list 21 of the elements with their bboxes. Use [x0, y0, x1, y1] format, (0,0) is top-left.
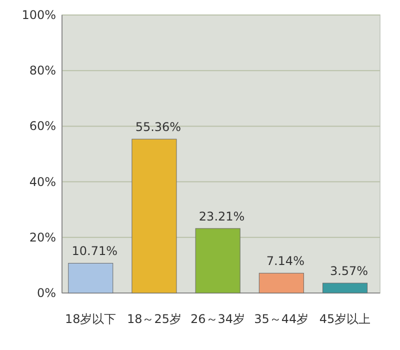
bar — [132, 138, 177, 294]
x-tick-label: 18岁以下 — [64, 312, 116, 326]
x-tick-label: 18～25岁 — [126, 312, 182, 326]
bar — [68, 262, 114, 294]
data-label: 7.14% — [266, 254, 304, 268]
y-tick-label: 60% — [29, 119, 56, 134]
bar — [258, 272, 304, 294]
y-tick-label: 40% — [29, 174, 56, 189]
data-label: 23.21% — [198, 209, 245, 224]
x-tick-label: 26～34岁 — [190, 312, 246, 326]
x-tick-label: 45岁以上 — [319, 312, 371, 326]
x-tick-label: 35～44岁 — [254, 312, 309, 326]
data-label: 55.36% — [135, 120, 182, 134]
y-tick-label: 0% — [36, 286, 56, 300]
data-label: 3.57% — [330, 264, 368, 278]
y-tick-label: 20% — [29, 230, 56, 244]
bar — [195, 228, 240, 294]
data-label: 10.71% — [72, 244, 118, 258]
y-tick-label: 80% — [29, 64, 56, 78]
bar — [322, 282, 368, 294]
y-tick-label: 100% — [22, 8, 56, 22]
